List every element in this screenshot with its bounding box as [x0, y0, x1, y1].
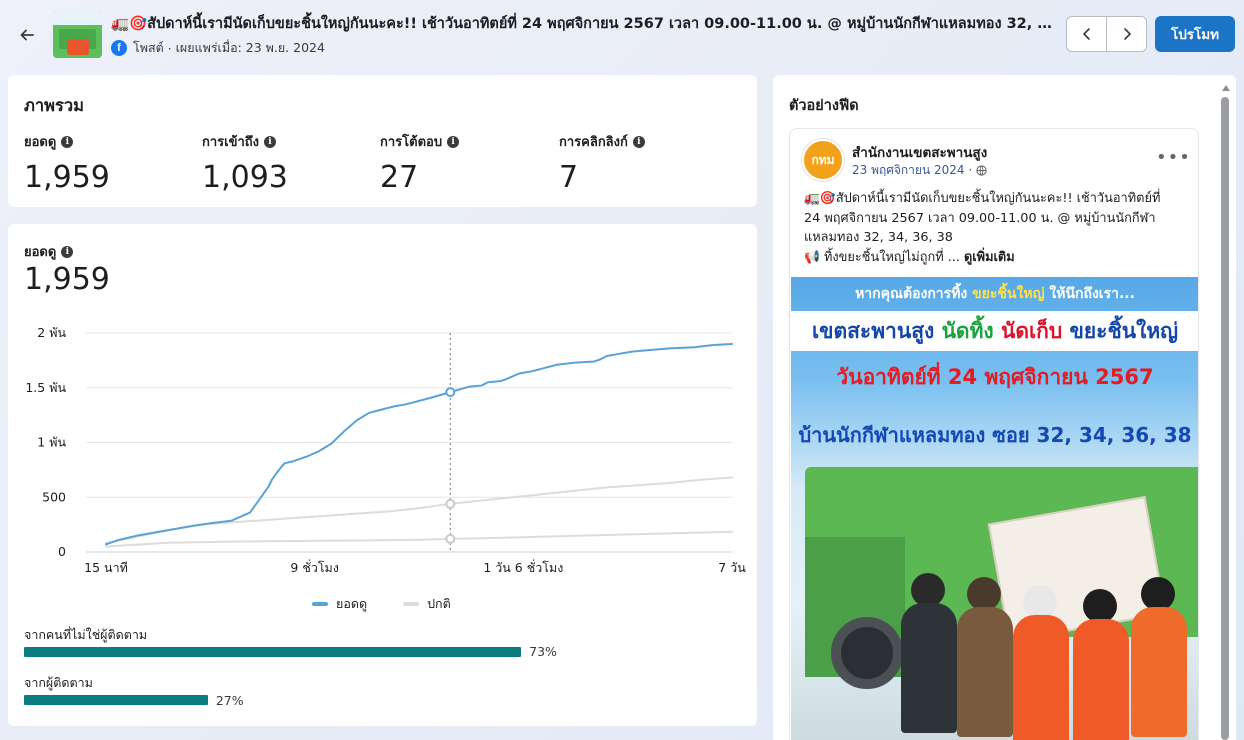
post-text-line: แหลมทอง 32, 34, 36, 38 [804, 230, 953, 245]
post-date[interactable]: 23 พฤศจิกายน 2024 · [852, 161, 987, 180]
post-image[interactable]: หากคุณต้องการทิ้ง ขยะชิ้นใหญ่ ให้นึกถึงเ… [791, 277, 1198, 740]
more-options-icon[interactable]: ••• [1156, 147, 1191, 168]
post-text: 🚛🎯สัปดาห์นี้เรามีนัดเก็บขยะชิ้นใหญ่กันนะ… [804, 189, 1188, 267]
y-tick-label: 1 พัน [37, 435, 66, 450]
page-name[interactable]: สำนักงานเขตสะพานสูง [852, 145, 988, 161]
chevron-right-icon [1123, 28, 1131, 40]
x-tick-label: 15 นาที [84, 560, 128, 575]
metric-label: ยอดดู [24, 135, 57, 150]
metric-label: การคลิกลิงก์ [559, 135, 628, 150]
views-label: ยอดดู [24, 245, 57, 260]
legend-swatch [403, 602, 420, 606]
metric-label: การโต้ตอบ [380, 135, 443, 150]
y-tick-label: 0 [58, 544, 66, 559]
series-line [105, 530, 733, 548]
metric-value: 7 [559, 160, 579, 195]
legend-item-views[interactable]: ยอดดู [312, 594, 367, 614]
legend-label: ยอดดู [336, 596, 368, 611]
chevron-left-icon [1082, 28, 1090, 40]
y-tick-label: 500 [42, 489, 66, 504]
info-icon[interactable]: i [447, 135, 460, 148]
post-navigation [1066, 16, 1147, 52]
series-line [105, 342, 733, 546]
meta-separator: · [163, 40, 176, 56]
metric-label: การเข้าถึง [202, 135, 260, 150]
post-type: โพสต์ [133, 40, 164, 55]
metric-engagement: การโต้ตอบ i 27 [380, 131, 460, 195]
legend-swatch [312, 602, 328, 606]
image-caption-line4: บ้านนักกีฬาแหลมทอง ซอย 32, 34, 36, 38 [798, 423, 1192, 447]
preview-scrollbar[interactable] [1219, 85, 1231, 740]
header: 🚛🎯สัปดาห์นี้เรามีนัดเก็บขยะชิ้นใหญ่กันนะ… [0, 0, 1244, 72]
breakdown-bar-followers [24, 695, 208, 705]
metric-link-clicks: การคลิกลิงก์ i 7 [559, 131, 645, 195]
arrow-left-icon [20, 29, 34, 41]
metric-value: 1,959 [24, 160, 110, 195]
x-tick-label: 7 วัน [718, 560, 746, 575]
info-icon[interactable]: i [632, 135, 645, 148]
breakdown-label-non-followers: จากคนที่ไม่ใช่ผู้ติดตาม [24, 627, 148, 642]
preview-heading: ตัวอย่างฟีด [789, 98, 859, 114]
breakdown-label-followers: จากผู้ติดตาม [24, 675, 93, 690]
x-tick-label: 1 วัน 6 ชั่วโมง [483, 559, 563, 575]
hover-point-marker [445, 498, 456, 509]
breakdown-percent-non-followers: 73% [529, 644, 557, 659]
feed-post: กทม สำนักงานเขตสะพานสูง 23 พฤศจิกายน 202… [789, 128, 1199, 740]
metric-value: 1,093 [202, 160, 288, 195]
post-date-text: 23 พฤศจิกายน 2024 · [852, 163, 973, 177]
boost-button[interactable]: โปรโมท [1155, 16, 1235, 52]
metric-value: 27 [380, 160, 419, 195]
hover-point-marker [445, 533, 456, 544]
chart-legend: ยอดดู ปกติ [312, 594, 451, 614]
hover-point-marker [445, 387, 456, 398]
metric-reach: การเข้าถึง i 1,093 [202, 131, 288, 195]
info-icon[interactable]: i [61, 245, 74, 258]
metric-views: ยอดดู i 1,959 [24, 131, 110, 195]
legend-item-typical[interactable]: ปกติ [403, 594, 451, 614]
see-more-link[interactable]: ดูเพิ่มเติม [963, 249, 1015, 265]
overview-card: ภาพรวม ยอดดู i 1,959 การเข้าถึง i 1,093 กา… [8, 75, 757, 207]
feed-preview-card: ตัวอย่างฟีด กทม สำนักงานเขตสะพานสูง 23 พ… [773, 75, 1236, 740]
post-title: 🚛🎯สัปดาห์นี้เรามีนัดเก็บขยะชิ้นใหญ่กันนะ… [111, 16, 1057, 32]
previous-post-button[interactable] [1067, 17, 1106, 51]
breakdown-bar-non-followers [24, 647, 522, 657]
legend-label: ปกติ [427, 596, 451, 611]
post-thumbnail [53, 11, 102, 58]
page-avatar[interactable]: กทม [802, 139, 844, 181]
scrollbar-thumb[interactable] [1221, 97, 1229, 740]
post-meta: f โพสต์ · เผยแพร่เมื่อ: 23 พ.ย. 2024 [111, 38, 325, 58]
globe-icon [976, 165, 987, 176]
y-tick-label: 2 พัน [37, 325, 66, 340]
post-text-line: 🚛🎯สัปดาห์นี้เรามีนัดเก็บขยะชิ้นใหญ่กันนะ… [804, 191, 1161, 206]
facebook-icon: f [111, 40, 127, 56]
scroll-up-icon[interactable] [1222, 85, 1230, 91]
image-caption-line2: เขตสะพานสูง นัดทิ้ง นัดเก็บ ขยะชิ้นใหญ่ [811, 319, 1179, 343]
x-tick-label: 9 ชั่วโมง [290, 559, 339, 575]
back-button[interactable] [14, 22, 40, 48]
info-icon[interactable]: i [61, 135, 74, 148]
published-date: เผยแพร่เมื่อ: 23 พ.ย. 2024 [175, 40, 325, 55]
views-value: 1,959 [24, 262, 110, 297]
image-caption-line3: วันอาทิตย์ที่ 24 พฤศจิกายน 2567 [836, 365, 1154, 389]
y-tick-label: 1.5 พัน [25, 380, 66, 395]
info-icon[interactable]: i [264, 135, 277, 148]
post-text-line: 24 พฤศจิกายน 2567 เวลา 09.00-11.00 น. @ … [804, 210, 1156, 226]
post-text-line-last: 📢 ทิ้งขยะชิ้นใหญ่ไม่ถูกที่ ... ดูเพิ่มเต… [804, 248, 1188, 268]
next-post-button[interactable] [1106, 17, 1146, 51]
overview-heading: ภาพรวม [24, 96, 85, 115]
post-text-line: 📢 ทิ้งขยะชิ้นใหญ่ไม่ถูกที่ ... [804, 249, 960, 265]
image-caption-line1: หากคุณต้องการทิ้ง ขยะชิ้นใหญ่ ให้นึกถึงเ… [855, 286, 1135, 302]
views-chart[interactable]: 0 500 1 พัน 1.5 พัน 2 พัน 15 นาที 9 ชั่วโมง 1 ว… [8, 224, 757, 594]
views-card: ยอดดู i 1,959 0 500 1 พัน 1.5 พัน 2 พัน 15 นาท… [8, 224, 757, 726]
breakdown-percent-followers: 27% [215, 693, 244, 708]
